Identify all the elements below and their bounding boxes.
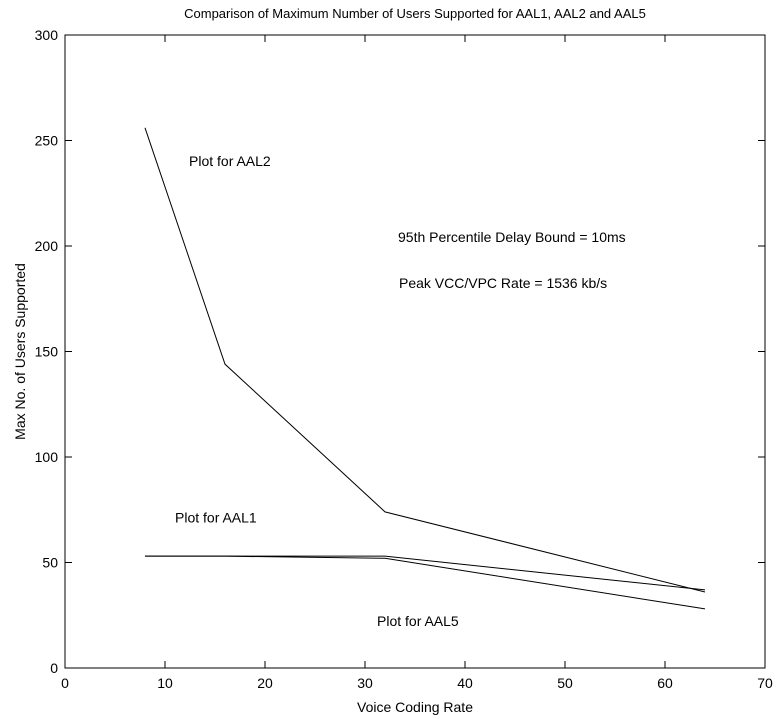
y-tick-label: 150 xyxy=(35,344,59,360)
x-tick-label: 0 xyxy=(61,675,69,691)
y-tick-label: 0 xyxy=(50,660,58,676)
annotation-layer: Plot for AAL2 95th Percentile Delay Bound… xyxy=(175,153,626,629)
x-tick-label: 30 xyxy=(357,675,373,691)
series-line-2 xyxy=(145,555,706,591)
series-layer xyxy=(144,127,706,610)
annotation-label: Plot for AAL2 xyxy=(189,153,271,169)
y-tick-label: 300 xyxy=(35,27,59,43)
series-line-3 xyxy=(145,555,706,610)
axis-ticks: 0 10 20 30 40 50 60 70 0 50 100 150 200 250 300 xyxy=(35,27,773,691)
x-tick-label: 60 xyxy=(657,675,673,691)
annotation-label: Peak VCC/VPC Rate = 1536 kb/s xyxy=(399,275,607,291)
annotation-label: Plot for AAL5 xyxy=(377,613,459,629)
y-tick-label: 250 xyxy=(35,133,59,149)
chart-title: Comparison of Maximum Number of Users Su… xyxy=(184,6,646,21)
x-tick-label: 40 xyxy=(457,675,473,691)
y-tick-label: 100 xyxy=(35,449,59,465)
x-tick-label: 70 xyxy=(757,675,773,691)
annotation-label: Plot for AAL1 xyxy=(175,509,257,525)
plot-frame xyxy=(64,34,766,669)
y-tick-label: 50 xyxy=(42,555,58,571)
x-tick-label: 10 xyxy=(157,675,173,691)
x-tick-label: 50 xyxy=(557,675,573,691)
annotation-label: 95th Percentile Delay Bound = 10ms xyxy=(398,229,626,245)
y-axis-title: Max No. of Users Supported xyxy=(12,263,28,440)
x-axis-title: Voice Coding Rate xyxy=(357,699,473,715)
x-tick-label: 20 xyxy=(257,675,273,691)
series-line-1 xyxy=(144,127,706,593)
y-tick-label: 200 xyxy=(35,238,59,254)
